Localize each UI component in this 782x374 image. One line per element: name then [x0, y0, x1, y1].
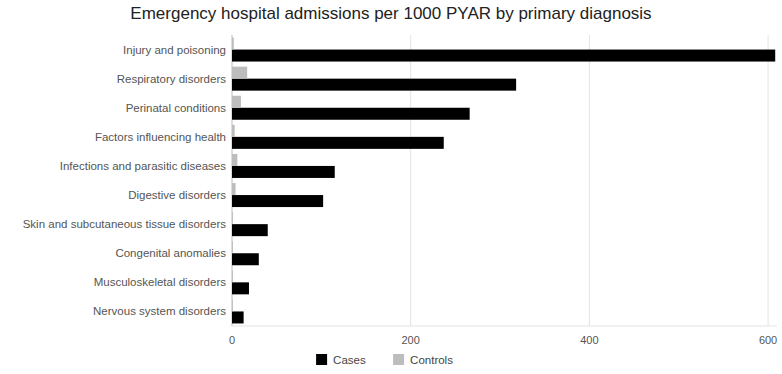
bar: [232, 67, 247, 79]
bar: [232, 108, 470, 120]
category-label: Digestive disorders: [128, 189, 226, 201]
category-label: Skin and subcutaneous tissue disorders: [23, 218, 227, 230]
legend-swatch: [393, 354, 404, 365]
x-axis-line: [232, 326, 777, 327]
grid-line: [589, 35, 590, 326]
bar: [232, 38, 234, 50]
category-label: Musculoskeletal disorders: [94, 276, 227, 288]
tick-label: 600: [759, 334, 777, 346]
bar: [232, 50, 775, 62]
bar: [232, 96, 241, 108]
chart-svg: Emergency hospital admissions per 1000 P…: [0, 0, 782, 374]
grid-line: [768, 35, 769, 326]
bar: [232, 241, 233, 253]
bar: [232, 137, 444, 149]
grid: [232, 35, 768, 326]
bar: [232, 125, 235, 137]
bars: [232, 38, 775, 324]
bar: [232, 183, 236, 195]
chart-title: Emergency hospital admissions per 1000 P…: [130, 4, 651, 23]
bar: [232, 154, 237, 166]
bar: [232, 282, 249, 294]
legend-label: Cases: [333, 354, 366, 366]
bar: [232, 224, 268, 236]
bar: [232, 79, 516, 91]
bar: [232, 299, 233, 311]
bar: [232, 195, 323, 207]
bar: [232, 212, 233, 224]
tick-label: 400: [580, 334, 598, 346]
category-label: Infections and parasitic diseases: [60, 160, 226, 172]
category-label: Respiratory disorders: [117, 73, 227, 85]
bar: [232, 311, 244, 323]
category-label: Nervous system disorders: [93, 305, 226, 317]
bar: [232, 253, 259, 265]
legend-label: Controls: [410, 354, 453, 366]
bar: [232, 270, 233, 282]
legend: Cases Controls: [316, 354, 453, 366]
chart-container: Emergency hospital admissions per 1000 P…: [0, 0, 782, 374]
category-label: Perinatal conditions: [126, 102, 227, 114]
tick-label: 200: [402, 334, 420, 346]
category-label: Injury and poisoning: [123, 44, 226, 56]
category-label: Factors influencing health: [95, 131, 226, 143]
legend-swatch: [316, 354, 327, 365]
tick-label: 0: [229, 334, 235, 346]
bar: [232, 166, 335, 178]
category-label: Congenital anomalies: [115, 247, 226, 259]
